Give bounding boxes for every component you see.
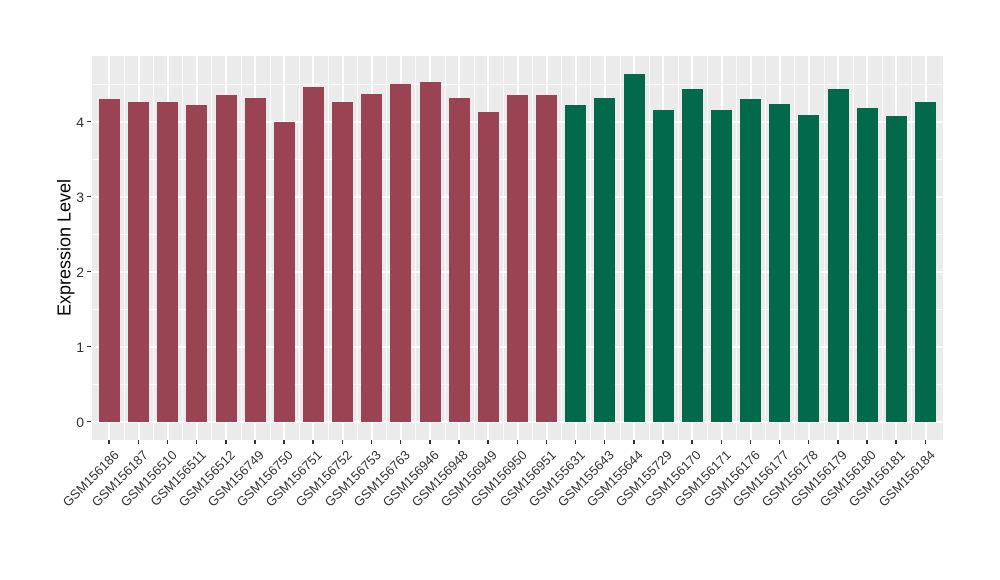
x-tick-mark [195,440,198,444]
x-tick-mark [254,440,256,444]
y-tick-mark [87,195,91,198]
gridline-vertical-minor [124,56,126,440]
y-tick-label: 0 [76,413,84,430]
x-tick-mark [312,440,314,444]
gridline-vertical-minor [211,56,213,440]
x-tick-mark [778,440,781,444]
x-tick-mark [458,440,460,444]
bar [98,99,120,422]
x-tick-mark [370,440,373,444]
x-tick-mark [866,440,868,444]
gridline-vertical-minor [240,56,242,440]
y-tick-mark [87,270,91,273]
x-tick-mark [516,440,518,444]
y-tick-label: 3 [76,188,84,205]
bar [565,105,587,422]
gridline-vertical-minor [910,56,912,440]
bar [594,97,616,422]
y-tick-label: 2 [76,263,84,280]
bar [827,89,849,422]
x-tick-mark [662,440,664,444]
x-tick-mark [633,440,635,444]
bar [186,105,208,422]
gridline-vertical-minor [648,56,650,440]
gridline-vertical-minor [823,56,825,440]
x-tick-mark [429,440,431,444]
y-axis-title: Expression Level [54,178,75,317]
gridline-vertical-minor [386,56,388,440]
bar [477,111,499,422]
bar [798,114,820,422]
gridline-vertical-minor [765,56,767,440]
gridline-vertical-minor [473,56,475,440]
y-tick-mark [87,345,91,348]
gridline-vertical-minor [619,56,621,440]
bar [273,122,295,422]
bar [332,102,354,422]
bar [448,97,470,422]
bar [769,103,791,422]
gridline-vertical-minor [444,56,446,440]
gridline-vertical-minor [590,56,592,440]
x-tick-mark [749,440,752,444]
x-tick-mark [691,440,693,444]
y-tick-mark [87,120,91,123]
gridline-vertical-minor [794,56,796,440]
y-tick-label: 1 [76,338,84,355]
bar [302,87,324,422]
gridline-vertical-minor [852,56,854,440]
x-tick-mark [895,440,897,444]
x-tick-mark [137,440,140,444]
gridline-vertical-minor [415,56,417,440]
bar [915,102,936,422]
bar [711,109,732,422]
gridline-vertical-minor [677,56,679,440]
x-tick-mark [924,440,926,444]
x-tick-mark [399,440,402,444]
gridline-vertical-minor [269,56,271,440]
bar [128,102,150,422]
x-tick-mark [545,440,548,444]
bar [215,94,237,422]
bar [681,88,703,422]
bar [623,73,645,422]
gridline-vertical-minor [561,56,563,440]
x-tick-mark [225,440,227,444]
bar [157,102,179,422]
bar [507,95,528,422]
bar [536,95,558,422]
gridline-vertical-minor [881,56,883,440]
y-tick-label: 4 [76,113,84,130]
gridline-vertical-minor [502,56,504,440]
bar [885,115,907,422]
bar [419,81,441,422]
x-tick-mark [341,440,344,444]
x-tick-mark [720,440,722,444]
gridline-vertical-minor [298,56,300,440]
x-tick-mark [166,440,169,444]
gridline-vertical-minor [153,56,155,440]
bar [740,99,762,422]
gridline-vertical-minor [736,56,738,440]
bar [652,109,674,422]
gridline-vertical-minor [182,56,184,440]
bar [244,97,266,422]
plot-panel [92,56,943,440]
bar [361,93,383,422]
x-tick-mark [603,440,606,444]
x-tick-mark [283,440,285,444]
x-tick-mark [807,440,810,444]
x-tick-mark [487,440,489,444]
x-tick-mark [574,440,577,444]
x-tick-mark [108,440,110,444]
y-tick-mark [87,420,91,423]
gridline-vertical-minor [532,56,534,440]
x-tick-mark [837,440,839,444]
bar [390,84,412,422]
gridline-vertical-minor [357,56,359,440]
bar [856,108,878,422]
gridline-vertical-minor [328,56,330,440]
gridline-vertical-minor [706,56,708,440]
